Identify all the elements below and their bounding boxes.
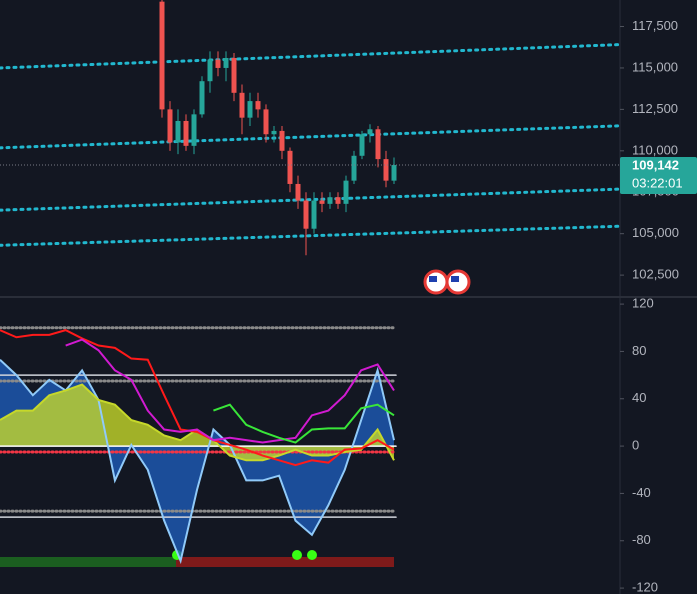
last-price-label: 109,142: [632, 157, 679, 172]
series-line: [0, 329, 395, 467]
channel-line: [0, 187, 622, 212]
candle-body: [351, 155, 357, 181]
candle-body: [183, 120, 189, 146]
flag-canton: [429, 276, 437, 282]
candle-body: [319, 200, 325, 204]
y-tick-label: -80: [632, 532, 651, 547]
strip-bull: [0, 557, 176, 567]
candle-body: [295, 183, 301, 201]
candle-body: [383, 159, 389, 181]
candle-body: [271, 130, 277, 135]
countdown: 03:22:01: [632, 175, 683, 190]
y-tick-label: 112,500: [632, 101, 678, 116]
candle-body: [175, 120, 181, 143]
signal-strip: [0, 550, 394, 567]
y-tick-label: 102,500: [632, 267, 679, 282]
candle-body: [263, 109, 269, 135]
candle-body: [223, 58, 229, 68]
candle-body: [359, 134, 365, 156]
y-tick-label: -120: [632, 580, 658, 594]
candle-body: [215, 59, 221, 68]
event-flags: [423, 269, 471, 295]
strip-bear: [176, 557, 394, 567]
series-line: [213, 403, 395, 444]
y-tick-label: 40: [632, 390, 646, 405]
candle-body: [279, 130, 285, 151]
candle-body: [375, 129, 381, 160]
candle-body: [199, 81, 205, 115]
candle-body: [159, 1, 165, 110]
y-tick-label: 80: [632, 343, 646, 358]
candle-body: [335, 197, 341, 204]
candle-body: [327, 197, 333, 204]
candle-body: [231, 58, 237, 93]
series-line: [65, 338, 395, 444]
channel-line: [0, 224, 622, 247]
area-fill: [0, 359, 394, 561]
y-tick-label: 105,000: [632, 225, 679, 240]
candle-body: [167, 109, 173, 143]
candle-body: [311, 200, 317, 229]
channel-line: [0, 43, 622, 70]
candle-body: [391, 165, 397, 181]
y-tick-label: 115,000: [632, 59, 678, 74]
y-tick-label: 120: [632, 296, 654, 311]
candle-body: [247, 101, 253, 118]
signal-dot: [292, 550, 302, 560]
signal-dot: [307, 550, 317, 560]
y-tick-label: 110,000: [632, 142, 678, 157]
last-price-box: [620, 157, 697, 195]
candle-body: [191, 114, 197, 146]
candle-body: [343, 180, 349, 204]
y-tick-label: 117,500: [632, 18, 678, 33]
candle-body: [303, 200, 309, 229]
candle-body: [255, 101, 261, 110]
candle-body: [367, 129, 373, 135]
candle-body: [239, 92, 245, 118]
candle-body: [287, 150, 293, 184]
y-tick-label: -40: [632, 485, 651, 500]
channel-line: [0, 124, 622, 150]
candle-body: [207, 59, 213, 82]
flag-canton: [451, 276, 459, 282]
y-tick-label: 0: [632, 438, 639, 453]
